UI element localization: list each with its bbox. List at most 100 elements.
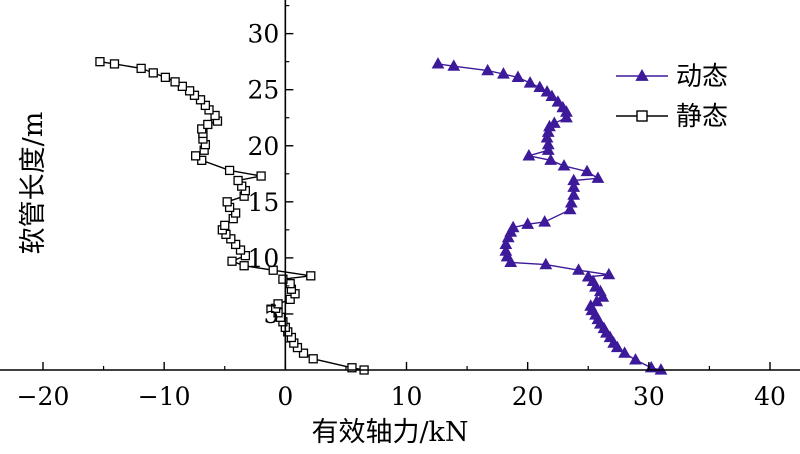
data-point — [506, 220, 520, 233]
data-point — [589, 280, 602, 292]
data-point — [541, 143, 555, 155]
data-point — [224, 165, 235, 176]
plot-area — [95, 57, 668, 375]
y-tick-label: 30 — [248, 20, 280, 49]
data-point — [136, 63, 146, 74]
x-tick-label: −10 — [138, 382, 191, 411]
data-point — [227, 256, 237, 266]
legend-entry-dynamic: 动态 — [616, 62, 728, 92]
data-point — [541, 137, 555, 150]
data-point — [511, 70, 525, 82]
data-point — [557, 159, 571, 171]
data-point — [447, 59, 461, 71]
data-point — [563, 202, 577, 215]
data-point — [222, 197, 232, 207]
x-axis-title: 有效轴力/kN — [311, 417, 468, 448]
data-point — [522, 149, 536, 161]
data-point — [629, 353, 642, 365]
y-tick-label: 15 — [248, 188, 280, 217]
data-point — [203, 119, 213, 130]
x-tick-label: 0 — [277, 382, 293, 411]
ticks: −20 −10 0 10 20 30 40 5 10 15 20 25 30 — [17, 5, 786, 411]
data-point — [191, 151, 201, 161]
data-point — [347, 363, 357, 373]
legend-marker-dynamic — [635, 69, 649, 81]
y-tick-label: 5 — [263, 300, 279, 329]
data-point — [547, 116, 561, 128]
y-tick-label: 25 — [248, 76, 280, 105]
data-point — [170, 77, 180, 87]
data-point — [607, 336, 621, 348]
data-point — [210, 110, 220, 121]
x-tick-label: 30 — [633, 382, 665, 411]
data-point — [109, 59, 120, 69]
data-point — [497, 67, 510, 79]
data-point — [95, 57, 105, 67]
data-point — [220, 220, 230, 231]
data-point — [240, 250, 250, 261]
data-point — [501, 230, 515, 243]
x-tick-label: −20 — [17, 382, 70, 411]
data-point — [231, 208, 241, 218]
data-point — [540, 131, 554, 143]
legend-label-static: 静态 — [676, 102, 728, 132]
data-point — [618, 346, 631, 358]
axes — [0, 0, 800, 371]
legend-label-dynamic: 动态 — [676, 62, 728, 92]
data-point — [298, 348, 309, 358]
x-tick-label: 40 — [754, 382, 786, 411]
data-point — [533, 80, 547, 93]
data-point — [521, 217, 535, 229]
data-point — [504, 255, 518, 267]
data-point — [541, 125, 555, 137]
data-point — [544, 153, 558, 165]
data-point — [596, 290, 610, 302]
data-point — [551, 95, 565, 107]
data-point — [539, 257, 553, 270]
y-tick-label: 20 — [248, 132, 280, 161]
data-point — [500, 249, 514, 262]
data-point — [567, 180, 581, 192]
data-point — [256, 171, 266, 181]
data-point — [654, 363, 668, 375]
data-point — [231, 239, 241, 250]
data-point — [581, 270, 595, 282]
data-point — [538, 215, 552, 227]
data-point — [499, 237, 513, 250]
y-axis-title: 软管长度/m — [18, 112, 49, 255]
data-point — [572, 263, 585, 275]
data-point — [160, 72, 171, 83]
data-point — [567, 188, 581, 200]
data-point — [564, 196, 578, 208]
data-point — [306, 271, 316, 281]
data-point — [567, 173, 581, 186]
series-dynamic — [431, 57, 668, 375]
data-point — [233, 175, 243, 186]
series-static — [95, 57, 369, 375]
legend-entry-static: 静态 — [616, 102, 728, 132]
data-point — [148, 68, 158, 78]
data-point — [431, 57, 445, 69]
x-tick-label: 20 — [512, 382, 544, 411]
data-point — [556, 100, 570, 113]
data-point — [308, 354, 318, 364]
data-point — [602, 267, 616, 280]
data-point — [200, 100, 211, 111]
y-tick-label: 10 — [248, 244, 280, 273]
data-point — [235, 245, 246, 255]
x-tick-label: 10 — [391, 382, 423, 411]
data-point — [591, 171, 605, 183]
data-point — [481, 63, 495, 76]
data-point — [580, 164, 594, 177]
legend: 动态 静态 — [616, 62, 728, 132]
data-point — [268, 265, 278, 275]
series-line — [437, 63, 662, 371]
data-point — [273, 299, 283, 309]
data-point — [560, 110, 573, 123]
data-point — [285, 294, 295, 305]
data-point — [499, 244, 513, 256]
data-point — [523, 76, 537, 88]
data-point — [278, 274, 288, 284]
legend-marker-static — [636, 110, 648, 122]
